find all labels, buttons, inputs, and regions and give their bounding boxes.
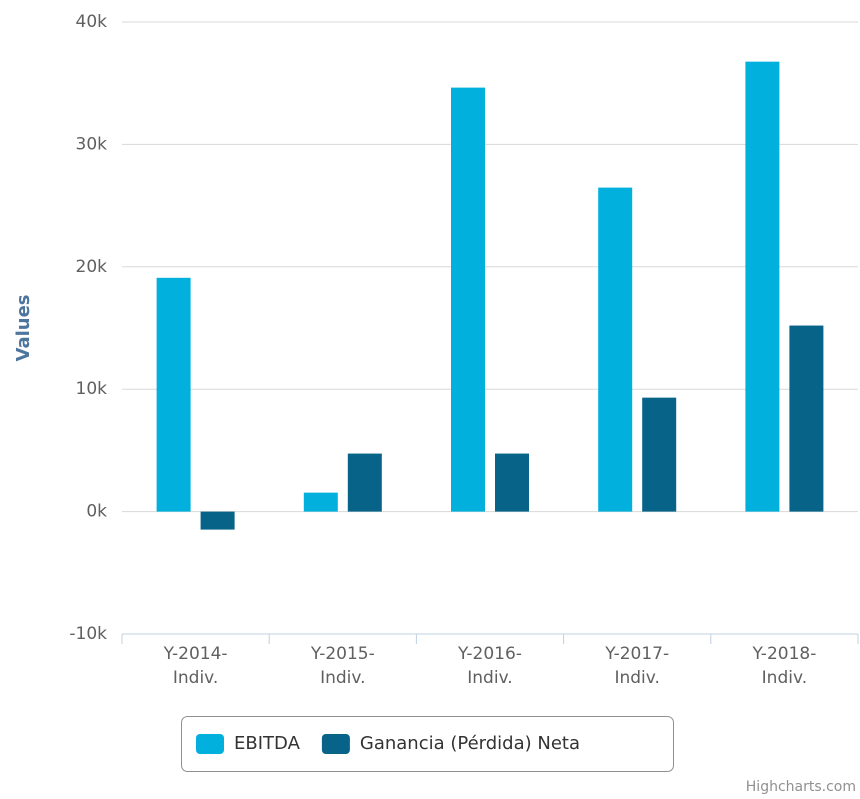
- x-tick-label: Y-2016-Indiv.: [458, 644, 522, 688]
- bar: [495, 453, 529, 512]
- y-tick-label: 20k: [76, 257, 108, 277]
- legend-label: Ganancia (Pérdida) Neta: [360, 733, 580, 754]
- y-tick-label: 0k: [86, 502, 107, 522]
- bar: [156, 277, 191, 512]
- bar: [303, 492, 338, 512]
- y-tick-label: 30k: [76, 134, 108, 154]
- credit: Highcharts.com: [746, 779, 856, 795]
- bar: [598, 187, 633, 512]
- x-tick-label: Y-2014-Indiv.: [163, 644, 228, 688]
- y-axis-title: Values: [13, 295, 34, 362]
- y-tick-label: -10k: [69, 624, 107, 644]
- bar: [745, 61, 780, 512]
- x-tick-label: Y-2017-Indiv.: [605, 644, 670, 688]
- y-tick-label: 40k: [76, 12, 108, 32]
- legend-swatch: [321, 734, 350, 754]
- y-tick-label: 10k: [76, 379, 108, 399]
- x-tick-label: Y-2015-Indiv.: [310, 644, 375, 688]
- legend-label: EBITDA: [234, 733, 301, 754]
- bar: [789, 325, 824, 512]
- legend-swatch: [196, 734, 224, 754]
- bar: [451, 87, 485, 512]
- x-tick-label: Y-2018-Indiv.: [752, 644, 817, 688]
- bar: [200, 511, 235, 530]
- legend-box: [181, 716, 674, 772]
- bar: [347, 453, 382, 512]
- bar: [642, 397, 677, 512]
